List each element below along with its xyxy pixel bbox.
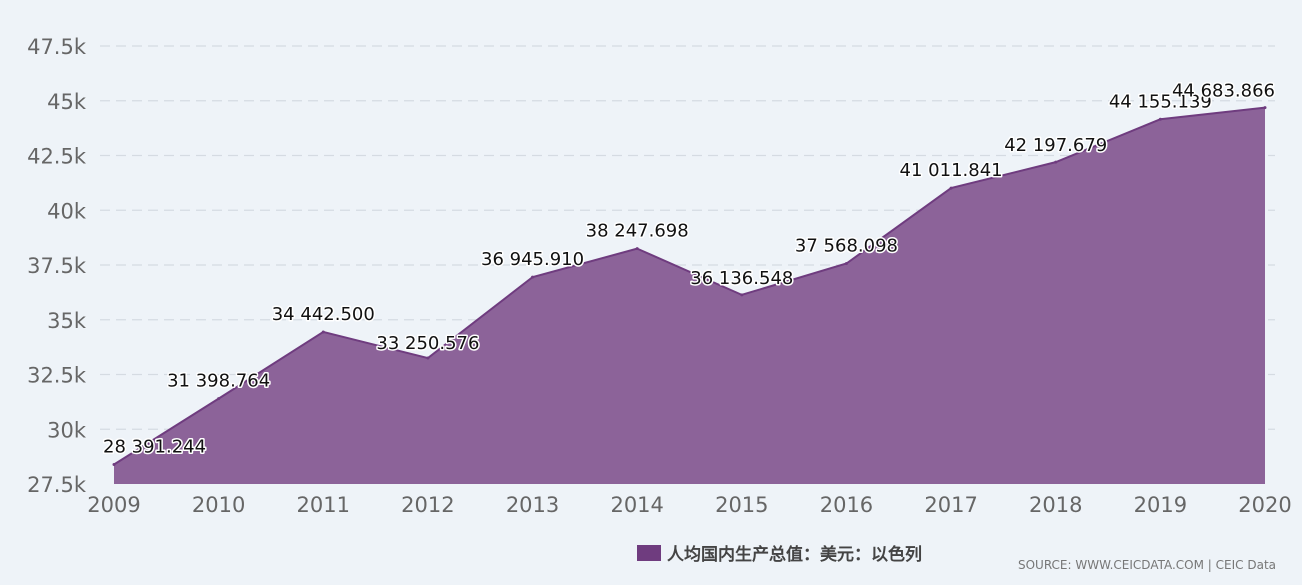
- y-tick-label: 47.5k: [27, 35, 87, 59]
- x-tick-label: 2013: [506, 493, 559, 517]
- x-tick-label: 2018: [1029, 493, 1082, 517]
- x-tick-label: 2011: [297, 493, 350, 517]
- data-label: 38 247.698: [586, 221, 689, 242]
- data-label: 33 250.576: [376, 333, 479, 354]
- legend-label: 人均国内生产总值：美元：以色列: [667, 545, 922, 565]
- y-axis-ticks: 27.5k 30k 32.5k 35k 37.5k 40k 42.5k 45k 47.5k: [27, 35, 87, 497]
- area-fill: [114, 107, 1265, 484]
- data-point[interactable]: [112, 462, 116, 466]
- data-point[interactable]: [531, 275, 535, 279]
- data-point[interactable]: [426, 356, 430, 360]
- data-label: 42 197.679: [1004, 135, 1107, 156]
- x-axis-ticks: 2009 2010 2011 2012 2013 2014 2015 2016 2017 2018…: [87, 493, 1291, 517]
- data-label: 37 568.098: [795, 236, 898, 257]
- data-label: 41 011.841: [900, 160, 1003, 181]
- data-point[interactable]: [844, 262, 848, 266]
- data-point[interactable]: [1158, 117, 1162, 121]
- data-point[interactable]: [1054, 160, 1058, 164]
- x-tick-label: 2016: [820, 493, 873, 517]
- data-label: 36 945.910: [481, 249, 584, 270]
- legend[interactable]: 人均国内生产总值：美元：以色列: [637, 540, 922, 565]
- x-tick-label: 2014: [610, 493, 663, 517]
- x-tick-label: 2020: [1238, 493, 1291, 517]
- area-chart: 27.5k 30k 32.5k 35k 37.5k 40k 42.5k 45k 47.5k 20…: [27, 35, 1292, 517]
- data-point[interactable]: [949, 186, 953, 190]
- x-tick-label: 2010: [192, 493, 245, 517]
- y-tick-label: 27.5k: [27, 473, 87, 497]
- y-tick-label: 37.5k: [27, 254, 87, 278]
- data-point[interactable]: [740, 293, 744, 297]
- data-label: 31 398.764: [167, 371, 270, 392]
- series-line: [113, 106, 1266, 466]
- x-tick-label: 2012: [401, 493, 454, 517]
- data-point[interactable]: [217, 397, 221, 401]
- data-point[interactable]: [321, 330, 325, 334]
- data-label: 28 391.244: [103, 436, 206, 457]
- data-point[interactable]: [635, 247, 639, 251]
- x-tick-label: 2015: [715, 493, 768, 517]
- data-label: 44 683.866: [1172, 81, 1275, 102]
- data-label: 36 136.548: [690, 268, 793, 289]
- x-tick-label: 2017: [924, 493, 977, 517]
- y-tick-label: 30k: [47, 418, 87, 442]
- legend-swatch: [637, 544, 661, 561]
- y-tick-label: 42.5k: [27, 145, 87, 169]
- x-tick-label: 2019: [1134, 493, 1187, 517]
- area-layer: [112, 106, 1267, 484]
- data-point[interactable]: [1263, 106, 1267, 110]
- source-text: SOURCE: WWW.CEICDATA.COM | CEIC Data: [1017, 558, 1276, 572]
- y-tick-label: 32.5k: [27, 364, 87, 388]
- x-tick-label: 2009: [87, 493, 140, 517]
- y-tick-label: 45k: [47, 90, 87, 114]
- y-tick-label: 40k: [47, 199, 87, 223]
- data-label: 44 155.139: [1109, 91, 1212, 112]
- y-tick-label: 35k: [47, 309, 87, 333]
- data-label: 34 442.500: [272, 304, 375, 325]
